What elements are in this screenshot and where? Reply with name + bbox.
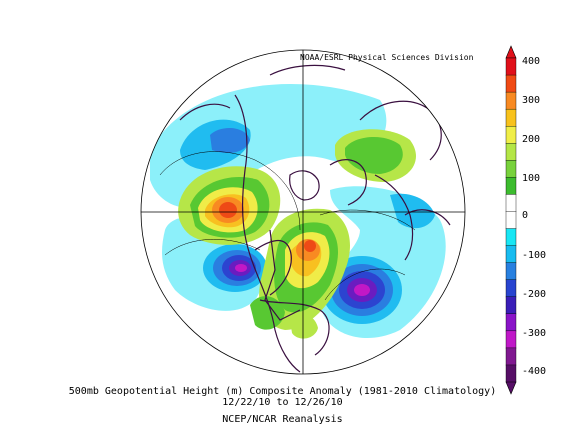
colorbar-tick-label: 400 xyxy=(522,56,541,67)
colorbar-swatch xyxy=(505,262,517,281)
colorbar-bottom-arrow xyxy=(505,381,517,395)
colorbar-swatch xyxy=(505,364,517,383)
colorbar-swatch xyxy=(505,74,517,93)
colorbar-swatch xyxy=(505,108,517,127)
colorbar-swatch xyxy=(505,296,517,315)
caption-source: NCEP/NCAR Reanalysis xyxy=(222,414,343,425)
colorbar-swatch xyxy=(505,143,517,161)
colorbar-tick-label: -300 xyxy=(522,328,547,339)
colorbar-tick-label: 200 xyxy=(522,134,541,145)
colorbar-swatch xyxy=(505,194,517,212)
colorbar-swatch xyxy=(505,330,517,349)
colorbar-top-arrow xyxy=(505,45,517,59)
colorbar-swatch xyxy=(505,57,517,76)
colorbar-swatch xyxy=(505,228,517,247)
colorbar xyxy=(505,45,517,395)
colorbar-tick-label: 300 xyxy=(522,95,541,106)
caption-title: 500mb Geopotential Height (m) Composite … xyxy=(68,386,497,397)
colorbar-tick-label: 0 xyxy=(522,210,529,221)
colorbar-swatch xyxy=(505,91,517,110)
colorbar-swatch xyxy=(505,279,517,298)
colorbar-tick-label: -400 xyxy=(522,366,547,377)
colorbar-tick-label: -100 xyxy=(522,250,547,261)
colorbar-tick-label: -200 xyxy=(522,289,547,300)
graticule xyxy=(141,50,465,374)
colorbar-swatch xyxy=(505,245,517,264)
caption-dates: 12/22/10 to 12/26/10 xyxy=(222,397,343,408)
colorbar-swatch xyxy=(505,347,517,366)
colorbar-tick-label: 100 xyxy=(522,173,541,184)
credit-label: NOAA/ESRL Physical Sciences Division xyxy=(300,53,474,62)
colorbar-swatch xyxy=(505,211,517,230)
colorbar-swatch xyxy=(505,160,517,178)
positive-anomaly-ridge-greenland xyxy=(259,208,350,330)
positive-anomaly-area-atlantic-south xyxy=(250,296,318,339)
colorbar-swatch xyxy=(505,177,517,195)
colorbar-swatch xyxy=(505,126,517,144)
colorbar-swatch xyxy=(505,313,517,332)
anomaly-field xyxy=(141,50,465,374)
map-boundary xyxy=(140,49,466,375)
